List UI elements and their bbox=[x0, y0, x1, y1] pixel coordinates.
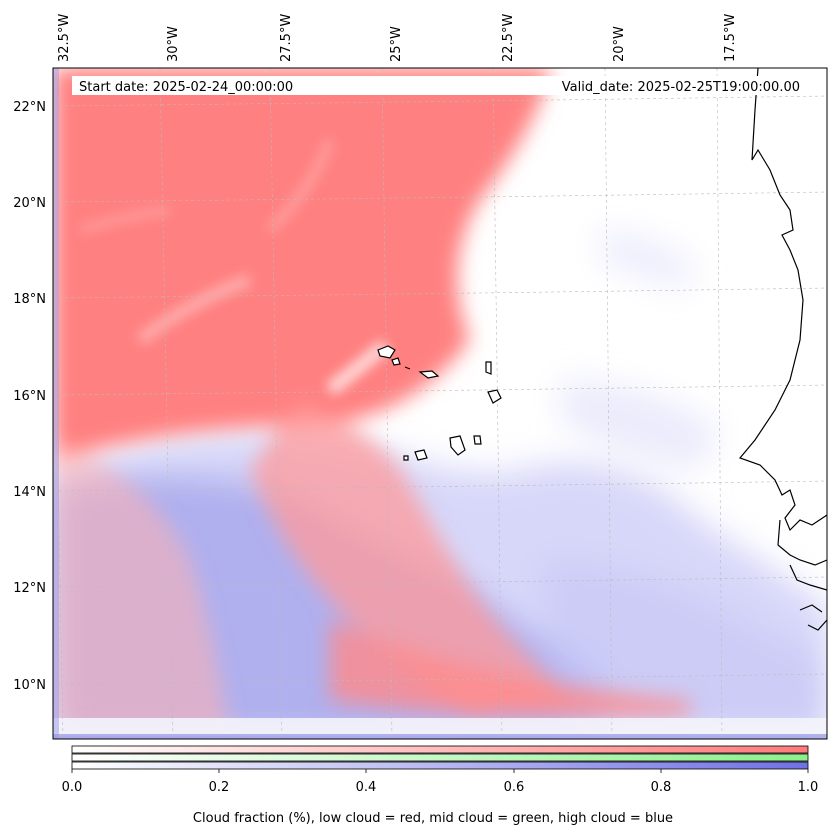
info-banner bbox=[72, 76, 810, 95]
sal-island bbox=[485, 361, 492, 375]
colorbar: 0.0 0.2 0.4 0.6 0.8 1.0 Cloud fraction (… bbox=[62, 745, 819, 826]
lon-label: 17.5°W bbox=[723, 14, 738, 62]
colorbar-tick: 1.0 bbox=[798, 780, 819, 795]
southern-edge-strip bbox=[53, 734, 827, 739]
lat-label: 10°N bbox=[13, 678, 46, 693]
colorbar-tick: 0.4 bbox=[356, 780, 377, 795]
latitude-labels: 22°N 20°N 18°N 16°N 14°N 12°N 10°N bbox=[13, 100, 46, 693]
lon-label: 25°W bbox=[389, 26, 404, 62]
colorbar-tick: 0.8 bbox=[651, 780, 672, 795]
maio-island bbox=[473, 435, 482, 445]
fogo-island bbox=[414, 449, 428, 461]
graticule bbox=[53, 68, 827, 739]
boa-vista-island bbox=[487, 389, 502, 404]
lat-label: 14°N bbox=[13, 485, 46, 500]
colorbar-title: Cloud fraction (%), low cloud = red, mid… bbox=[193, 811, 673, 826]
sao-vicente-island bbox=[391, 357, 401, 366]
lon-label: 20°W bbox=[612, 26, 627, 62]
lat-label: 12°N bbox=[13, 581, 46, 596]
colorbar-tick: 0.0 bbox=[62, 780, 83, 795]
colorbar-tick: 0.2 bbox=[209, 780, 230, 795]
santiago-island bbox=[449, 435, 466, 456]
lon-label: 32.5°W bbox=[57, 14, 72, 62]
longitude-labels: 32.5°W 30°W 27.5°W 25°W 22.5°W 20°W 17.5… bbox=[57, 14, 738, 62]
coastlines bbox=[377, 68, 827, 631]
southern-edge-band bbox=[53, 718, 827, 736]
low-cloud-layer bbox=[53, 68, 690, 730]
colorbar-tick: 0.6 bbox=[504, 780, 525, 795]
map-frame bbox=[52, 67, 828, 740]
lat-label: 16°N bbox=[13, 389, 46, 404]
africa-coast bbox=[738, 68, 827, 532]
santo-antao-island bbox=[377, 345, 396, 359]
sao-nicolau-island bbox=[418, 370, 440, 379]
west-africa-coast bbox=[777, 519, 827, 566]
mid-cloud-colorbar bbox=[71, 753, 809, 762]
low-cloud-colorbar bbox=[71, 745, 809, 754]
western-edge-strip bbox=[53, 68, 59, 739]
lon-label: 27.5°W bbox=[279, 14, 294, 62]
lon-label: 22.5°W bbox=[501, 14, 516, 62]
start-date-text: Start date: 2025-02-24_00:00:00 bbox=[79, 80, 293, 95]
high-cloud-colorbar bbox=[71, 761, 809, 770]
map-field bbox=[53, 68, 827, 739]
lat-label: 18°N bbox=[13, 292, 46, 307]
lat-label: 20°N bbox=[13, 196, 46, 211]
valid-date-text: Valid_date: 2025-02-25T19:00:00.00 bbox=[562, 80, 800, 95]
lon-label: 30°W bbox=[166, 26, 181, 62]
brava-island bbox=[403, 455, 409, 461]
lat-label: 22°N bbox=[13, 100, 46, 115]
